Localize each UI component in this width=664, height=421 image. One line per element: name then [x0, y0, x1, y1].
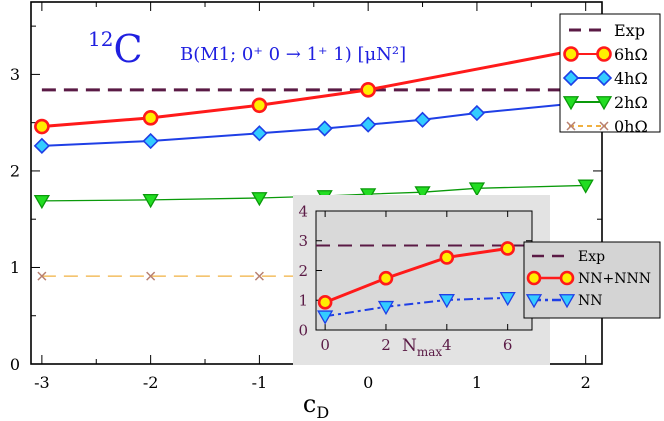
legend-marker — [599, 121, 609, 131]
inset-y-tick-label: 4 — [298, 202, 308, 220]
inset-data-point — [500, 241, 515, 256]
data-point — [142, 193, 159, 209]
inset-series-line — [324, 247, 508, 304]
inset-legend-label: NN+NNN — [578, 271, 651, 287]
x-tick-label: -1 — [252, 373, 268, 392]
inset-data-point — [438, 294, 455, 309]
legend-marker — [562, 96, 580, 111]
legend-marker — [563, 46, 579, 62]
legend-label: 4hΩ — [614, 69, 648, 88]
data-point — [146, 271, 156, 281]
inset-y-tick-label: 2 — [298, 262, 308, 280]
data-point — [577, 179, 594, 194]
data-point — [468, 182, 486, 197]
inset-data-point — [317, 295, 333, 310]
inset-legend: Exp NN+NNN NN — [523, 241, 661, 319]
legend-label: 2hΩ — [614, 93, 648, 112]
data-point — [360, 188, 377, 203]
data-point — [468, 104, 486, 122]
data-point — [360, 82, 376, 98]
data-point — [251, 97, 268, 114]
inset-legend-marker — [526, 270, 542, 286]
nucleus-label: 12C — [88, 27, 143, 71]
data-point — [33, 137, 51, 154]
data-point — [142, 132, 159, 150]
legend-label: Exp — [614, 21, 645, 40]
inset-x-tick-label: 6 — [503, 336, 513, 354]
inset-series-line — [324, 296, 508, 318]
data-point — [316, 120, 333, 137]
inset-data-point — [377, 300, 395, 316]
inset-y-tick-label: 0 — [298, 321, 308, 339]
inset-data-point — [378, 270, 394, 286]
series-line — [41, 101, 586, 147]
legend-marker — [595, 96, 613, 111]
inset-x-axis-label: Nmax — [402, 336, 442, 359]
data-point — [414, 186, 431, 201]
data-point — [37, 271, 47, 281]
inset-legend-marker — [558, 294, 576, 309]
legend-box — [559, 13, 661, 133]
data-point — [34, 118, 50, 135]
data-point — [360, 116, 377, 133]
inset-data-point — [317, 310, 334, 325]
inset-data-point — [499, 291, 516, 307]
inset-y-tick-label: 1 — [298, 292, 308, 310]
legend-marker — [562, 69, 580, 87]
data-point — [251, 125, 268, 142]
legend-marker — [595, 69, 613, 87]
x-tick-label: -3 — [34, 373, 50, 392]
inset-x-tick-label: 2 — [381, 336, 391, 354]
inset-legend-marker — [525, 294, 543, 309]
data-point — [142, 110, 159, 126]
inset-legend-label: Exp — [578, 249, 605, 265]
data-point — [33, 194, 50, 210]
inset-y-tick-label: 3 — [298, 232, 308, 250]
inset-legend-label: NN — [578, 293, 603, 309]
legend-label: 6hΩ — [614, 45, 648, 64]
data-point — [414, 111, 431, 128]
inset-x-tick-label: 4 — [442, 336, 452, 354]
inset-x-tick-label: 0 — [320, 336, 330, 354]
x-tick-label: 1 — [472, 373, 482, 392]
x-axis-label: cD — [303, 390, 329, 421]
inset-legend-marker — [559, 270, 575, 286]
x-tick-label: 2 — [581, 373, 591, 392]
x-tick-label: 0 — [363, 373, 373, 392]
y-tick-label: 3 — [10, 65, 20, 84]
x-tick-label: -2 — [143, 373, 159, 392]
legend: Exp 6hΩ 4hΩ 2hΩ 0hΩ — [559, 13, 661, 136]
legend-label: 0hΩ — [614, 117, 648, 136]
inset-plot-frame — [315, 210, 533, 331]
y-tick-label: 0 — [10, 355, 20, 374]
y-tick-label: 2 — [10, 162, 20, 181]
y-tick-label: 1 — [10, 258, 20, 277]
data-point — [254, 271, 264, 281]
legend-marker — [596, 46, 612, 62]
inset-legend-box — [523, 241, 661, 319]
legend-marker — [566, 121, 576, 131]
inset-data-point — [439, 250, 455, 265]
chart-title: B(M1; 0⁺ 0 → 1⁺ 1) [μN²] — [180, 44, 406, 65]
data-point — [251, 192, 268, 207]
